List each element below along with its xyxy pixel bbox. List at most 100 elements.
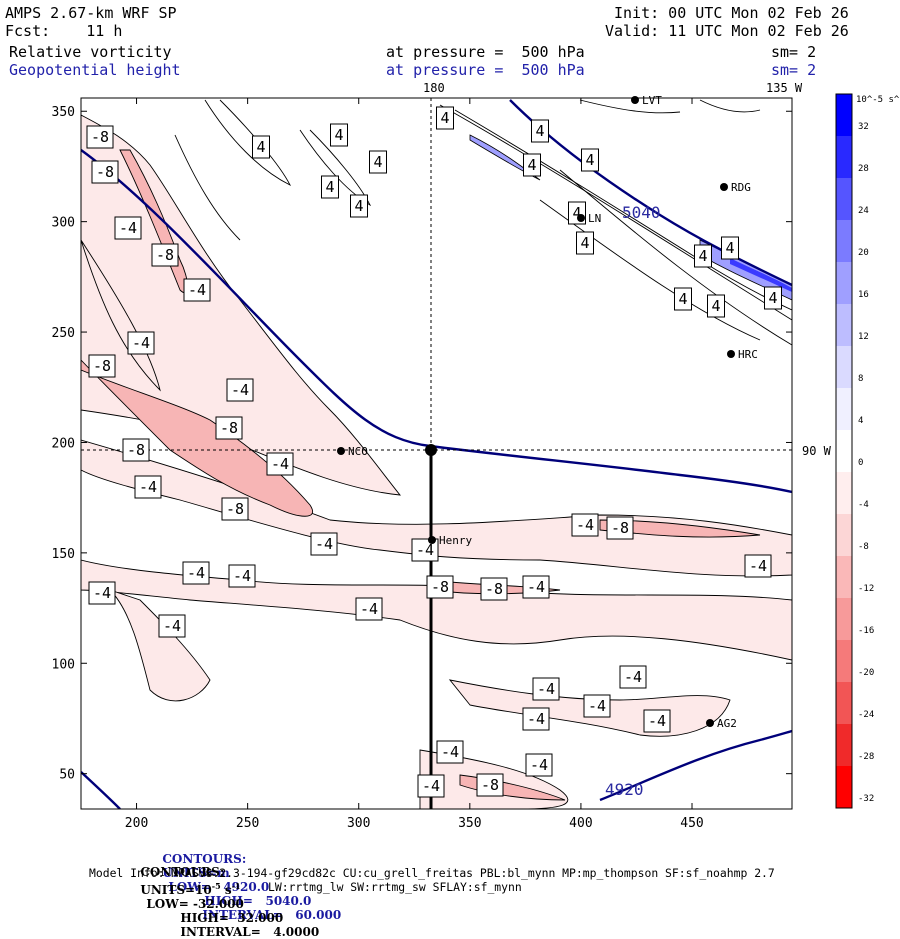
contour-label-box bbox=[571, 513, 599, 537]
station-marker bbox=[720, 183, 728, 191]
contour-label-box bbox=[226, 378, 254, 402]
field2-smoothing: sm= 2 bbox=[771, 61, 817, 79]
contour-label-box bbox=[694, 244, 712, 268]
height-contour-4920 bbox=[599, 729, 792, 802]
colorbar-swatch bbox=[836, 178, 852, 221]
vort-contour-pos4-e bbox=[559, 169, 792, 346]
y-tick-label: 200 bbox=[52, 436, 75, 451]
colorbar-tick-label: 0 bbox=[858, 458, 863, 468]
contour-label-box bbox=[476, 773, 504, 797]
contour-label-box bbox=[531, 119, 549, 143]
contour-label: -4 bbox=[315, 535, 333, 553]
field1-name: Relative vorticity bbox=[9, 43, 172, 61]
height-label-4920: 4920 bbox=[605, 780, 644, 799]
x-tick-label: 400 bbox=[569, 816, 592, 830]
height-contour-4980 bbox=[81, 149, 792, 494]
contour-label-box bbox=[134, 475, 162, 499]
contour-label: -8 bbox=[96, 163, 114, 181]
y-tick-label: 300 bbox=[52, 216, 75, 231]
colorbar-tick-label: 24 bbox=[858, 206, 869, 216]
contour-label: -4 bbox=[527, 578, 545, 596]
contour-label: -4 bbox=[749, 557, 767, 575]
contour-label: -4 bbox=[588, 697, 606, 715]
contour-label: 4 bbox=[585, 151, 594, 169]
contour-label: -8 bbox=[226, 500, 244, 518]
colorbar-swatch bbox=[836, 766, 852, 809]
contour-label-box bbox=[764, 286, 782, 310]
contour-label-box bbox=[532, 677, 560, 701]
contour-label-box bbox=[369, 150, 387, 174]
contour-label-box bbox=[417, 774, 445, 798]
colorbar-swatch bbox=[836, 640, 852, 683]
contour-label: -4 bbox=[139, 478, 157, 496]
vort-region-neg8-east bbox=[599, 519, 761, 538]
vort-contour-pos4-a bbox=[204, 99, 292, 187]
footer-model-info-2: LW:rrtmg_lw SW:rrtmg_sw SFLAY:sf_mynn bbox=[268, 880, 522, 894]
colorbar-swatch bbox=[836, 514, 852, 557]
x-tick-label: 250 bbox=[236, 816, 259, 830]
valid-time: Valid: 11 UTC Mon 02 Feb 26 bbox=[605, 22, 849, 40]
contour-label-box bbox=[606, 516, 634, 540]
contour-label: -4 bbox=[231, 381, 249, 399]
right-lat-90w-label: 90 W bbox=[802, 444, 832, 458]
contour-label-box bbox=[576, 231, 594, 255]
init-time: Init: 00 UTC Mon 02 Feb 26 bbox=[614, 4, 849, 22]
colorbar-swatch bbox=[836, 388, 852, 431]
contour-label-box bbox=[707, 294, 725, 318]
colorbar-tick-label: -16 bbox=[858, 626, 874, 636]
contour-label: -8 bbox=[91, 128, 109, 146]
top-lon-180-label: 180 bbox=[423, 81, 445, 95]
colorbar-tick-label: 12 bbox=[858, 332, 869, 342]
contour-label: 4 bbox=[354, 197, 363, 215]
y-tick-label: 50 bbox=[59, 768, 75, 783]
field2-level: at pressure = 500 hPa bbox=[386, 61, 585, 79]
colorbar-swatch bbox=[836, 472, 852, 515]
colorbar-tick-label: -12 bbox=[858, 584, 874, 594]
colorbar-tick-label: 8 bbox=[858, 374, 863, 384]
contour-label: -8 bbox=[481, 776, 499, 794]
y-tick-label: 350 bbox=[52, 105, 75, 120]
contour-label: -4 bbox=[422, 777, 440, 795]
colorbar-tick-label: 32 bbox=[858, 122, 869, 132]
contour-label: 4 bbox=[440, 109, 449, 127]
contour-label: 4 bbox=[572, 204, 581, 222]
colorbar-swatch bbox=[836, 598, 852, 641]
vort-contour-pos4-f bbox=[539, 199, 761, 341]
footer-vort-low: LOW= -32.000 bbox=[146, 897, 244, 911]
plot-frame bbox=[80, 97, 793, 810]
footer-vort-interval: INTERVAL= 4.0000 bbox=[180, 925, 320, 939]
contour-label: -4 bbox=[187, 564, 205, 582]
contour-label-box bbox=[525, 753, 553, 777]
contour-label: -8 bbox=[431, 578, 449, 596]
contour-label-box bbox=[523, 153, 541, 177]
contour-label-box bbox=[151, 243, 179, 267]
x-tick-label: 450 bbox=[680, 816, 703, 830]
contour-label-box bbox=[426, 575, 454, 599]
vort-region-neg8-nw bbox=[81, 359, 313, 517]
contour-label-box bbox=[88, 354, 116, 378]
colorbar-tick-label: 16 bbox=[858, 290, 869, 300]
colorbar-tick-label: -24 bbox=[858, 710, 874, 720]
contour-label-box bbox=[581, 148, 599, 172]
contour-label-box bbox=[619, 665, 647, 689]
contour-label-box bbox=[122, 438, 150, 462]
contour-label: 4 bbox=[678, 290, 687, 308]
contour-label: 4 bbox=[325, 178, 334, 196]
top-lon-135w-label: 135 W bbox=[766, 81, 803, 95]
vort-region-neg4-sw bbox=[109, 589, 211, 702]
contour-label: -4 bbox=[132, 334, 150, 352]
footer-vort-contours: CONTOURS: bbox=[140, 865, 225, 879]
colorbar-swatch bbox=[836, 682, 852, 725]
contour-label: -8 bbox=[127, 441, 145, 459]
contour-label-box bbox=[127, 331, 155, 355]
contour-label: -4 bbox=[624, 668, 642, 686]
contour-label-box bbox=[221, 497, 249, 521]
contour-label: -8 bbox=[611, 519, 629, 537]
contour-label-box bbox=[86, 125, 114, 149]
colorbar-tick-label: 4 bbox=[858, 416, 863, 426]
contour-label: 4 bbox=[535, 122, 544, 140]
height-contour-4920-sw bbox=[81, 771, 121, 809]
contour-label: 4 bbox=[711, 297, 720, 315]
contour-label: 4 bbox=[373, 153, 382, 171]
contour-label-box bbox=[114, 216, 142, 240]
